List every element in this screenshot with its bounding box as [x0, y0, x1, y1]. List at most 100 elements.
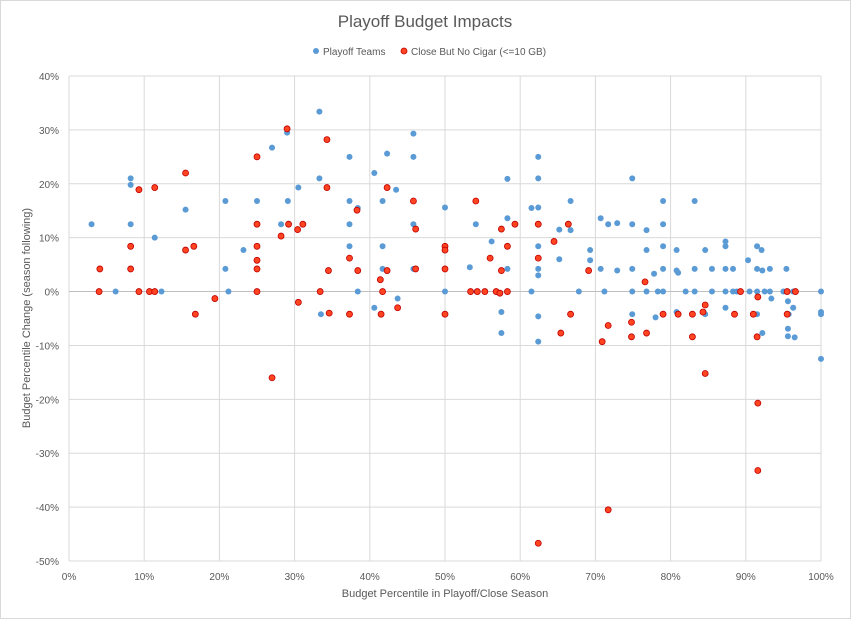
x-tick-label: 100%	[808, 572, 834, 583]
x-tick-label: 10%	[134, 572, 154, 583]
point-playoff-teams	[791, 334, 798, 341]
point-playoff-teams	[722, 238, 729, 245]
point-close-but-no-cigar	[754, 293, 762, 301]
point-playoff-teams	[651, 270, 658, 277]
point-playoff-teams	[410, 153, 417, 160]
point-playoff-teams	[254, 198, 260, 205]
point-close-but-no-cigar	[151, 288, 159, 295]
point-playoff-teams	[745, 257, 752, 264]
point-close-but-no-cigar	[323, 184, 331, 191]
point-playoff-teams	[284, 198, 291, 205]
point-close-but-no-cigar	[253, 288, 261, 295]
point-playoff-teams	[652, 314, 659, 321]
point-close-but-no-cigar	[628, 318, 635, 326]
point-playoff-teams	[498, 330, 505, 337]
point-playoff-teams	[575, 288, 582, 295]
point-close-but-no-cigar	[504, 288, 511, 295]
point-close-but-no-cigar	[323, 136, 331, 143]
chart-title: Playoff Budget Impacts	[338, 12, 513, 31]
point-close-but-no-cigar	[701, 301, 709, 309]
point-close-but-no-cigar	[585, 267, 593, 274]
y-tick-label: -20%	[36, 395, 59, 406]
point-close-but-no-cigar	[701, 370, 709, 377]
point-playoff-teams	[556, 226, 563, 233]
point-playoff-teams	[708, 265, 715, 272]
point-close-but-no-cigar	[753, 333, 761, 341]
point-close-but-no-cigar	[316, 288, 324, 295]
point-playoff-teams	[384, 150, 391, 157]
point-close-but-no-cigar	[127, 265, 135, 273]
point-playoff-teams	[629, 265, 636, 272]
point-playoff-teams	[784, 333, 791, 340]
point-close-but-no-cigar	[754, 399, 762, 407]
point-close-but-no-cigar	[394, 304, 402, 312]
point-playoff-teams	[379, 198, 386, 205]
y-tick-label: -40%	[36, 503, 59, 514]
x-tick-label: 30%	[285, 572, 305, 583]
y-tick-label: -30%	[36, 449, 59, 460]
point-playoff-teams	[702, 247, 709, 254]
point-playoff-teams	[504, 265, 511, 272]
x-axis-ticks: 0% 10% 20% 30% 40% 50% 60% 70% 80% 90% 100%	[62, 572, 834, 583]
point-close-but-no-cigar	[689, 333, 696, 341]
point-close-but-no-cigar	[377, 310, 385, 318]
point-playoff-teams	[535, 338, 542, 345]
point-close-but-no-cigar	[412, 265, 420, 273]
point-playoff-teams	[818, 311, 824, 318]
point-playoff-teams	[371, 304, 378, 311]
point-playoff-teams	[722, 288, 729, 295]
point-playoff-teams	[660, 265, 667, 272]
point-close-but-no-cigar	[253, 256, 261, 264]
point-playoff-teams	[587, 257, 594, 264]
point-playoff-teams	[784, 325, 791, 332]
point-playoff-teams	[783, 265, 790, 272]
point-close-but-no-cigar	[285, 220, 292, 228]
point-playoff-teams	[535, 204, 542, 211]
point-playoff-teams	[682, 288, 689, 295]
x-tick-label: 20%	[209, 572, 229, 583]
point-playoff-teams	[722, 265, 729, 272]
point-playoff-teams	[754, 243, 761, 250]
point-playoff-teams	[269, 144, 276, 151]
point-close-but-no-cigar	[731, 310, 738, 318]
point-close-but-no-cigar	[504, 242, 511, 250]
point-close-but-no-cigar	[354, 267, 362, 274]
point-close-but-no-cigar	[383, 267, 391, 274]
point-playoff-teams	[746, 288, 753, 295]
point-playoff-teams	[278, 221, 285, 228]
point-playoff-teams	[629, 311, 636, 318]
point-playoff-teams	[761, 288, 768, 295]
point-close-but-no-cigar	[783, 288, 791, 295]
point-playoff-teams	[766, 265, 773, 272]
point-close-but-no-cigar	[383, 184, 391, 191]
point-playoff-teams	[158, 288, 165, 295]
point-close-but-no-cigar	[674, 310, 682, 318]
legend: Playoff Teams Close But No Cigar (<=10 G…	[313, 47, 546, 58]
x-tick-label: 90%	[736, 572, 756, 583]
point-playoff-teams	[768, 295, 775, 302]
point-close-but-no-cigar	[628, 333, 635, 341]
point-close-but-no-cigar	[481, 288, 489, 295]
point-close-but-no-cigar	[376, 276, 384, 284]
x-tick-label: 0%	[62, 572, 77, 583]
point-playoff-teams	[535, 272, 542, 279]
series-playoff-teams	[88, 108, 824, 362]
point-playoff-teams	[410, 130, 417, 137]
series-close-but-no-cigar	[95, 125, 799, 547]
point-close-but-no-cigar	[604, 322, 612, 329]
point-close-but-no-cigar	[792, 288, 799, 295]
point-close-but-no-cigar	[534, 220, 542, 228]
point-playoff-teams	[225, 288, 232, 295]
point-close-but-no-cigar	[277, 232, 285, 240]
point-playoff-teams	[127, 181, 134, 188]
point-playoff-teams	[758, 247, 765, 254]
point-playoff-teams	[587, 247, 594, 254]
point-close-but-no-cigar	[598, 338, 606, 346]
point-close-but-no-cigar	[135, 186, 143, 194]
point-playoff-teams	[371, 170, 378, 176]
point-close-but-no-cigar	[127, 242, 135, 250]
point-close-but-no-cigar	[497, 267, 505, 274]
x-tick-label: 60%	[510, 572, 530, 583]
x-tick-label: 40%	[360, 572, 380, 583]
